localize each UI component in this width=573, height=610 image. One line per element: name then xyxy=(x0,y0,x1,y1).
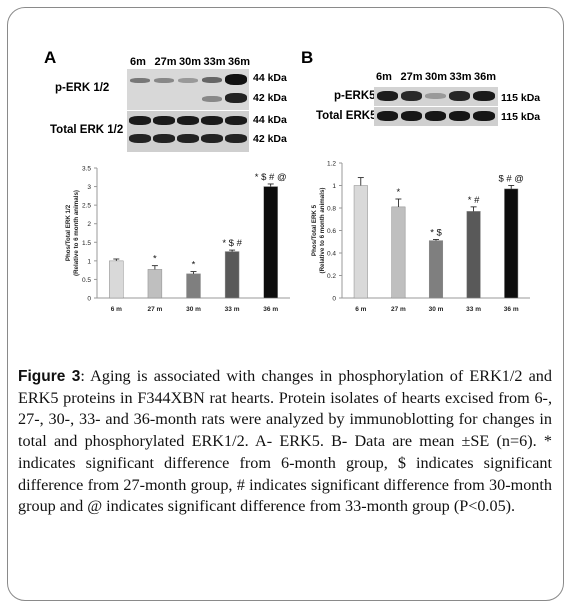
panel-b-total-ERK5-blot xyxy=(374,107,498,126)
panel-b-lane-0: 6m xyxy=(376,71,392,83)
chart-b-ytick-label-3: 0.6 xyxy=(327,228,336,235)
chart-b-bar-3 xyxy=(466,211,481,299)
chart-a-bar-1 xyxy=(147,269,163,299)
chart-b-ytick-label-5: 1 xyxy=(332,183,336,190)
chart-b-bar-1 xyxy=(391,206,406,299)
chart-a-bar-3 xyxy=(224,251,240,299)
chart-a-xtick-label-2: 30 m xyxy=(186,306,201,313)
chart-a-ytick-label-5: 2.5 xyxy=(82,203,91,210)
panel-a-kda-2: 42 kDa xyxy=(253,92,287,104)
chart-a-ytick-label-3: 1.5 xyxy=(82,240,91,247)
chart-b-xtick-label-0: 6 m xyxy=(355,306,366,313)
chart-b-ytick-label-4: 0.8 xyxy=(327,206,336,213)
chart-b-xtick-label-1: 27 m xyxy=(391,306,406,313)
chart-b-ylabel: Phos/Total ERK 5 xyxy=(311,204,318,256)
panel-b-lane-1: 27m xyxy=(400,71,423,83)
panel-a-kda-4: 42 kDa xyxy=(253,133,287,145)
chart-b-xtick-label-4: 36 m xyxy=(504,306,519,313)
panel-a-total-ERK-blot xyxy=(127,111,249,152)
panel-a-lane-2: 30m xyxy=(179,56,202,68)
chart-a-ytick-label-4: 2 xyxy=(87,221,91,228)
chart-a-annotation-4: * $ # @ xyxy=(255,172,287,183)
panel-b-row1-label: p-ERK5 xyxy=(334,90,376,102)
chart-b-ytick-label-6: 1.2 xyxy=(327,161,336,168)
caption-label: Figure 3 xyxy=(18,368,81,385)
chart-a-bar-0 xyxy=(109,260,124,299)
chart-a-ytick-label-1: 0.5 xyxy=(82,277,91,284)
chart-b-ylabel-2: (Relative to 6 month animals) xyxy=(319,188,326,274)
figure-caption: Figure 3: Aging is associated with chang… xyxy=(18,366,552,518)
chart-a-annotation-1: * xyxy=(153,254,157,265)
chart-b-annotation-3: * # xyxy=(468,195,480,206)
chart-b-bar-0 xyxy=(353,185,368,299)
panel-a-letter: A xyxy=(44,48,57,67)
panel-a-lane-0: 6m xyxy=(130,56,146,68)
panel-b-lane-2: 30m xyxy=(425,71,448,83)
chart-b-bar-2 xyxy=(428,240,444,299)
chart-a-xtick-label-4: 36 m xyxy=(263,306,278,313)
panel-a-row2-label: Total ERK 1/2 xyxy=(50,124,124,136)
chart-a-ytick-label-7: 3.5 xyxy=(82,166,91,173)
chart-a-ylabel-2: (Relative to 6 month animals) xyxy=(73,190,80,276)
chart-a-annotation-3: * $ # xyxy=(222,238,242,249)
figure-frame xyxy=(7,7,564,601)
chart-b-ytick-label-2: 0.4 xyxy=(327,251,336,258)
panel-b-lane-4: 36m xyxy=(474,71,497,83)
chart-b-ytick-label-1: 0.2 xyxy=(327,273,336,280)
panel-b-kda-2: 115 kDa xyxy=(501,111,541,123)
panel-b-kda-1: 115 kDa xyxy=(501,92,541,104)
chart-b-annotation-1: * xyxy=(397,187,401,198)
chart-a-xtick-label-0: 6 m xyxy=(111,306,122,313)
chart-b-xtick-label-2: 30 m xyxy=(429,306,444,313)
panel-b-row2-label: Total ERK5 xyxy=(316,110,377,122)
chart-b-ytick-label-0: 0 xyxy=(332,296,336,303)
chart-b-annotation-4: $ # @ xyxy=(498,174,524,185)
panel-b-letter: B xyxy=(301,48,314,67)
chart-a-bar-2 xyxy=(186,273,201,299)
panel-a-lane-3: 33m xyxy=(203,56,226,68)
chart-b-bar-4 xyxy=(504,188,519,299)
chart-a-xtick-label-3: 33 m xyxy=(225,306,240,313)
panel-a-lane-1: 27m xyxy=(154,56,177,68)
panel-b-lane-3: 33m xyxy=(449,71,472,83)
panel-a-row1-label: p-ERK 1/2 xyxy=(55,82,110,94)
chart-a-ylabel: Phos/Total ERK 1/2 xyxy=(65,204,72,261)
chart-b-xtick-label-3: 33 m xyxy=(466,306,481,313)
panel-a-lane-4: 36m xyxy=(228,56,251,68)
caption-text: : Aging is associated with changes in ph… xyxy=(18,367,552,516)
panel-a-kda-3: 44 kDa xyxy=(253,114,287,126)
chart-a-ytick-label-6: 3 xyxy=(87,184,91,191)
panel-a-kda-1: 44 kDa xyxy=(253,72,287,84)
chart-b-annotation-2: * $ xyxy=(430,228,442,239)
chart-a-ytick-label-0: 0 xyxy=(87,296,91,303)
chart-a-xtick-label-1: 27 m xyxy=(147,306,162,313)
chart-a-ytick-label-2: 1 xyxy=(87,258,91,265)
chart-a-annotation-2: * xyxy=(192,260,196,271)
chart-a-bar-4 xyxy=(263,186,278,299)
panel-a-pERK-blot xyxy=(127,69,249,110)
panel-b-pERK5-blot xyxy=(374,87,498,106)
